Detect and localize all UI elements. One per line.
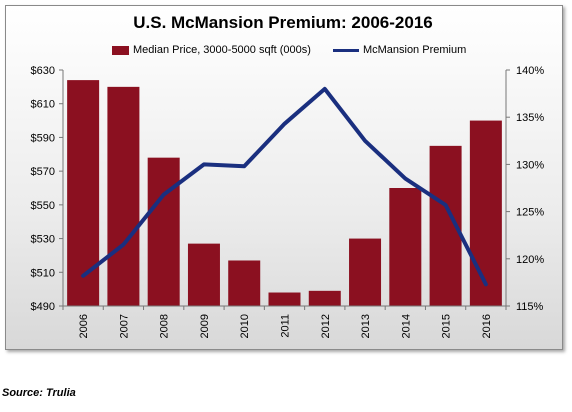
y-left-tick-label: $510 [31,267,55,279]
y-right-tick-label: 120% [516,254,544,266]
bar [469,120,502,306]
source-note: Source: Trulia [2,387,76,399]
y-right-tick-label: 135% [516,112,544,124]
y-left-tick-label: $590 [31,132,55,144]
chart-legend: Median Price, 3000-5000 sqft (000s) McMa… [112,44,466,56]
x-tick-label: 2013 [360,314,372,338]
legend-swatch-line [332,48,359,52]
y-left-tick-label: $570 [31,166,55,178]
bar [228,260,261,306]
premium-line [81,86,488,287]
chart-title: U.S. McMansion Premium: 2006-2016 [133,13,433,32]
x-tick-label: 2010 [239,314,251,338]
y-left-tick-label: $550 [31,200,55,212]
legend-swatch-bars [112,45,129,55]
y-right-tick-label: 140% [516,65,544,77]
bar [107,86,140,306]
y-left-tick-label: $630 [31,65,55,77]
legend-label-line: McMansion Premium [362,44,467,56]
bar [67,80,100,306]
y-right-tick-label: 125% [516,207,544,219]
x-tick-label: 2007 [118,314,130,338]
legend-label-bars: Median Price, 3000-5000 sqft (000s) [133,44,311,56]
x-tick-label: 2014 [400,314,412,338]
bar [389,188,422,306]
x-tick-label: 2015 [441,314,453,338]
y-right-tick-label: 130% [516,159,544,171]
y-left-tick-label: $530 [31,234,55,246]
bar [349,238,382,306]
bar [187,243,220,306]
x-tick-label: 2009 [199,314,211,338]
y-left-tick-label: $490 [31,301,55,313]
x-tick-label: 2008 [159,314,171,338]
x-tick-label: 2006 [78,314,90,338]
y-right-tick-label: 115% [516,301,544,313]
bar [147,157,180,306]
x-tick-label: 2012 [320,314,332,338]
bar [268,292,301,306]
bar [308,290,341,306]
x-tick-label: 2016 [481,314,493,338]
x-tick-label: 2011 [280,314,292,338]
y-left-tick-label: $610 [31,99,55,111]
